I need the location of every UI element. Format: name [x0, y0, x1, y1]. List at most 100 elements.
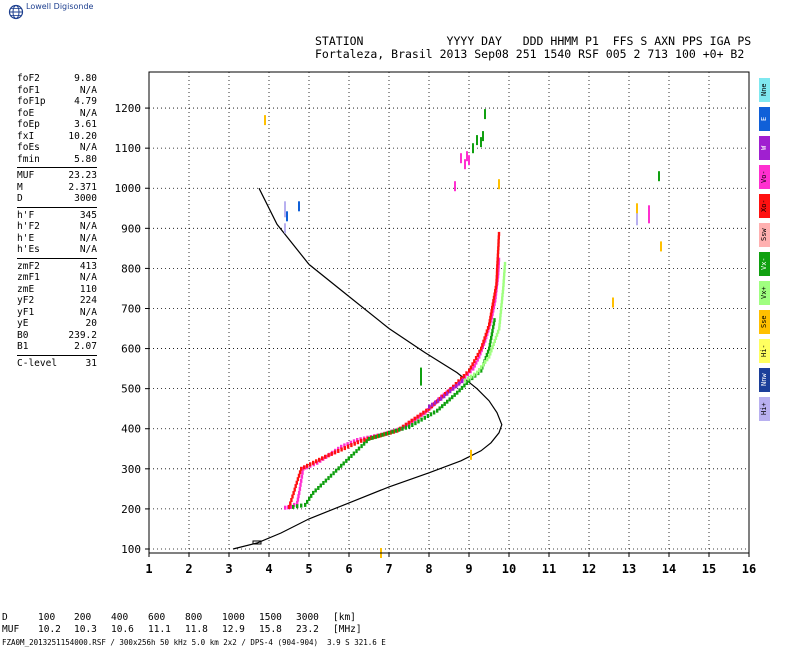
echo-mark: [371, 435, 374, 440]
mode-legend-item[interactable]: Vo-: [759, 165, 770, 189]
mode-legend-item[interactable]: W: [759, 136, 770, 160]
echo-mark: [446, 391, 449, 396]
mode-legend-item[interactable]: Ssw: [759, 223, 770, 247]
echo-mark: [493, 292, 496, 297]
echo-mark: [438, 396, 442, 401]
y-tick-label: 900: [121, 222, 141, 235]
footer-info: FZA0M_2013251154000.RSF / 300x256h 50 kH…: [2, 638, 386, 647]
y-tick-label: 1100: [115, 142, 142, 155]
echo-mark: [296, 504, 299, 509]
echo-point: [648, 205, 650, 216]
echo-mark: [480, 368, 483, 373]
echo-mark: [499, 309, 503, 314]
muf-cell: 200: [74, 612, 92, 623]
mode-legend-item[interactable]: Vx-: [759, 252, 770, 276]
echo-point: [482, 131, 484, 142]
echo-point: [648, 213, 650, 224]
echo-mark: [499, 313, 502, 318]
param-value: 4.79: [74, 96, 97, 107]
param-row: foF2 9.80: [17, 73, 97, 85]
echo-mark: [443, 401, 446, 406]
echo-mark: [485, 352, 489, 357]
y-tick-label: 500: [121, 383, 141, 396]
mode-legend-item[interactable]: Sse: [759, 310, 770, 334]
echo-mark: [295, 480, 298, 485]
param-name: yE: [17, 318, 29, 329]
globe-icon: [8, 4, 24, 20]
param-separator: [17, 206, 97, 208]
y-tick-label: 100: [121, 543, 141, 556]
echo-mark: [498, 326, 501, 331]
echo-mark: [356, 438, 359, 442]
param-row: foF1p 4.79: [17, 96, 97, 108]
muf-cell: 600: [148, 612, 166, 623]
mode-legend-item[interactable]: Nnw: [759, 368, 770, 392]
mode-legend-item[interactable]: E: [759, 107, 770, 131]
param-name: h'E: [17, 232, 35, 244]
echo-mark: [469, 365, 473, 370]
echo-mark: [446, 389, 450, 394]
echo-mark: [487, 328, 490, 333]
param-value: 5.80: [74, 153, 97, 165]
echo-mark: [486, 326, 490, 330]
echo-mark: [491, 305, 494, 310]
echo-mark: [406, 422, 409, 427]
param-name: B1: [17, 341, 29, 352]
plot-frame: [148, 71, 750, 554]
echo-mark: [491, 302, 494, 307]
mode-legend-item[interactable]: Hi+: [759, 397, 770, 421]
echo-mark: [409, 420, 412, 425]
echo-mark: [360, 438, 363, 443]
echo-point: [460, 153, 462, 164]
x-tick-label: 11: [542, 562, 556, 576]
param-row: yF2 224: [17, 295, 97, 307]
muf-cell: 11.1: [148, 624, 171, 635]
echo-mark: [321, 456, 324, 461]
echo-mark: [490, 315, 494, 320]
param-row: yE 20: [17, 318, 97, 330]
echo-mark: [419, 412, 422, 417]
param-row: C-level 31: [17, 358, 97, 370]
mode-legend-item[interactable]: Vx+: [759, 281, 770, 305]
echo-point: [658, 171, 660, 182]
param-row: h'F2 N/A: [17, 221, 97, 233]
echo-point: [480, 137, 482, 148]
echo-mark: [497, 267, 500, 272]
echo-point: [284, 207, 286, 218]
echo-mark: [451, 395, 454, 400]
param-separator: [17, 354, 97, 356]
grid: [149, 72, 749, 553]
echo-mark: [499, 316, 502, 321]
echo-mark: [474, 356, 478, 360]
echo-mark: [490, 318, 493, 323]
echo-mark: [501, 293, 504, 298]
x-tick-label: 13: [622, 562, 636, 576]
echo-point: [476, 135, 478, 146]
echo-mark: [490, 335, 493, 340]
mode-legend-item[interactable]: Xo-: [759, 194, 770, 218]
echo-mark: [306, 499, 309, 504]
echo-mark: [484, 338, 487, 343]
x-tick-label: 16: [742, 562, 756, 576]
y-tick-label: 1000: [115, 182, 142, 195]
echo-mark: [376, 434, 379, 439]
echo-mark: [495, 332, 499, 337]
echo-mark: [327, 453, 330, 458]
echo-mark: [350, 443, 353, 448]
mode-legend-item[interactable]: Hi-: [759, 339, 770, 363]
echo-mark: [412, 418, 415, 423]
param-row: h'F 345: [17, 210, 97, 222]
echo-mark: [497, 242, 500, 247]
echo-mark: [401, 426, 404, 431]
param-separator: [17, 167, 97, 168]
echo-mark: [482, 362, 485, 367]
echo-mark: [493, 339, 496, 343]
y-tick-label: 800: [121, 262, 141, 275]
mode-legend-item[interactable]: Nne: [759, 78, 770, 102]
param-value: 110: [79, 283, 97, 295]
param-row: fxI 10.20: [17, 131, 97, 143]
echo-mark: [324, 454, 327, 459]
echo-mark: [398, 427, 401, 432]
echo-mark: [432, 410, 436, 415]
param-name: M: [17, 181, 23, 193]
